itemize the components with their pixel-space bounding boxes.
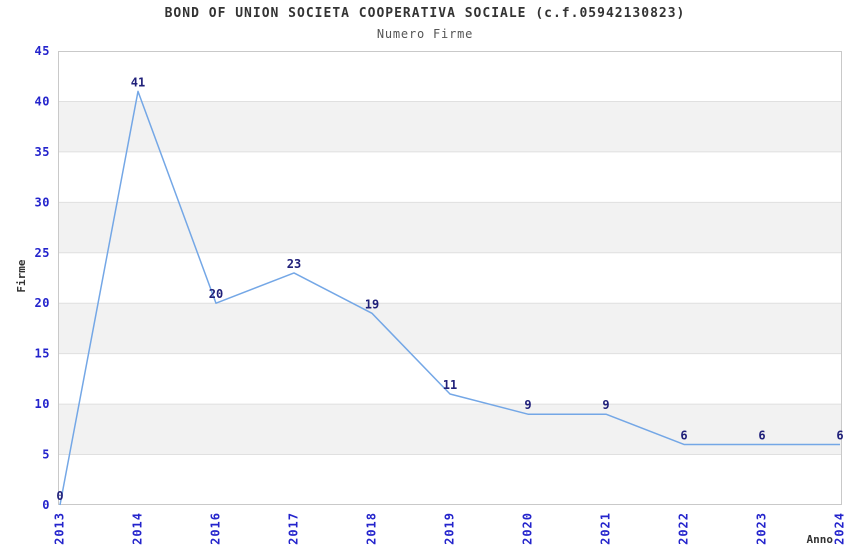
data-label: 9 [602,398,609,412]
y-axis-title: Firme [15,259,28,292]
data-label: 11 [443,378,457,392]
data-label: 6 [758,428,765,442]
y-tick-label: 5 [42,448,50,462]
data-label: 41 [131,75,145,89]
x-tick-label: 2024 [833,512,847,545]
x-tick-label: 2014 [131,512,145,545]
grid-band [58,404,842,455]
y-tick-label: 25 [35,246,50,260]
series-line [59,90,840,506]
x-tick-label: 2022 [677,512,691,545]
data-label: 20 [209,287,223,301]
grid-band [58,101,842,152]
y-tick-label: 15 [35,347,50,361]
x-tick-label: 2023 [755,512,769,545]
x-tick-label: 2020 [521,512,535,545]
x-tick-label: 2017 [287,512,301,545]
y-tick-label: 35 [35,145,50,159]
y-tick-label: 30 [35,195,50,209]
chart-title: BOND OF UNION SOCIETA COOPERATIVA SOCIAL… [164,6,686,21]
x-tick-label: 2021 [599,512,613,545]
data-label: 23 [287,257,301,271]
y-tick-label: 10 [35,397,50,411]
data-label: 19 [365,297,379,311]
data-label: 6 [836,428,843,442]
grid-band [58,202,842,253]
x-axis-title: Anno [807,533,834,546]
y-tick-label: 40 [35,94,50,108]
data-label: 0 [56,489,63,503]
data-label: 6 [680,428,687,442]
grid-band [58,303,842,354]
x-tick-label: 2016 [209,512,223,545]
data-label: 9 [524,398,531,412]
y-tick-label: 0 [42,498,50,512]
y-tick-label: 20 [35,296,50,310]
chart-subtitle: Numero Firme [376,27,474,41]
x-tick-label: 2018 [365,512,379,545]
x-tick-label: 2013 [53,512,67,545]
y-tick-label: 45 [35,44,50,58]
plot-border [58,51,842,505]
x-tick-label: 2019 [443,512,457,545]
